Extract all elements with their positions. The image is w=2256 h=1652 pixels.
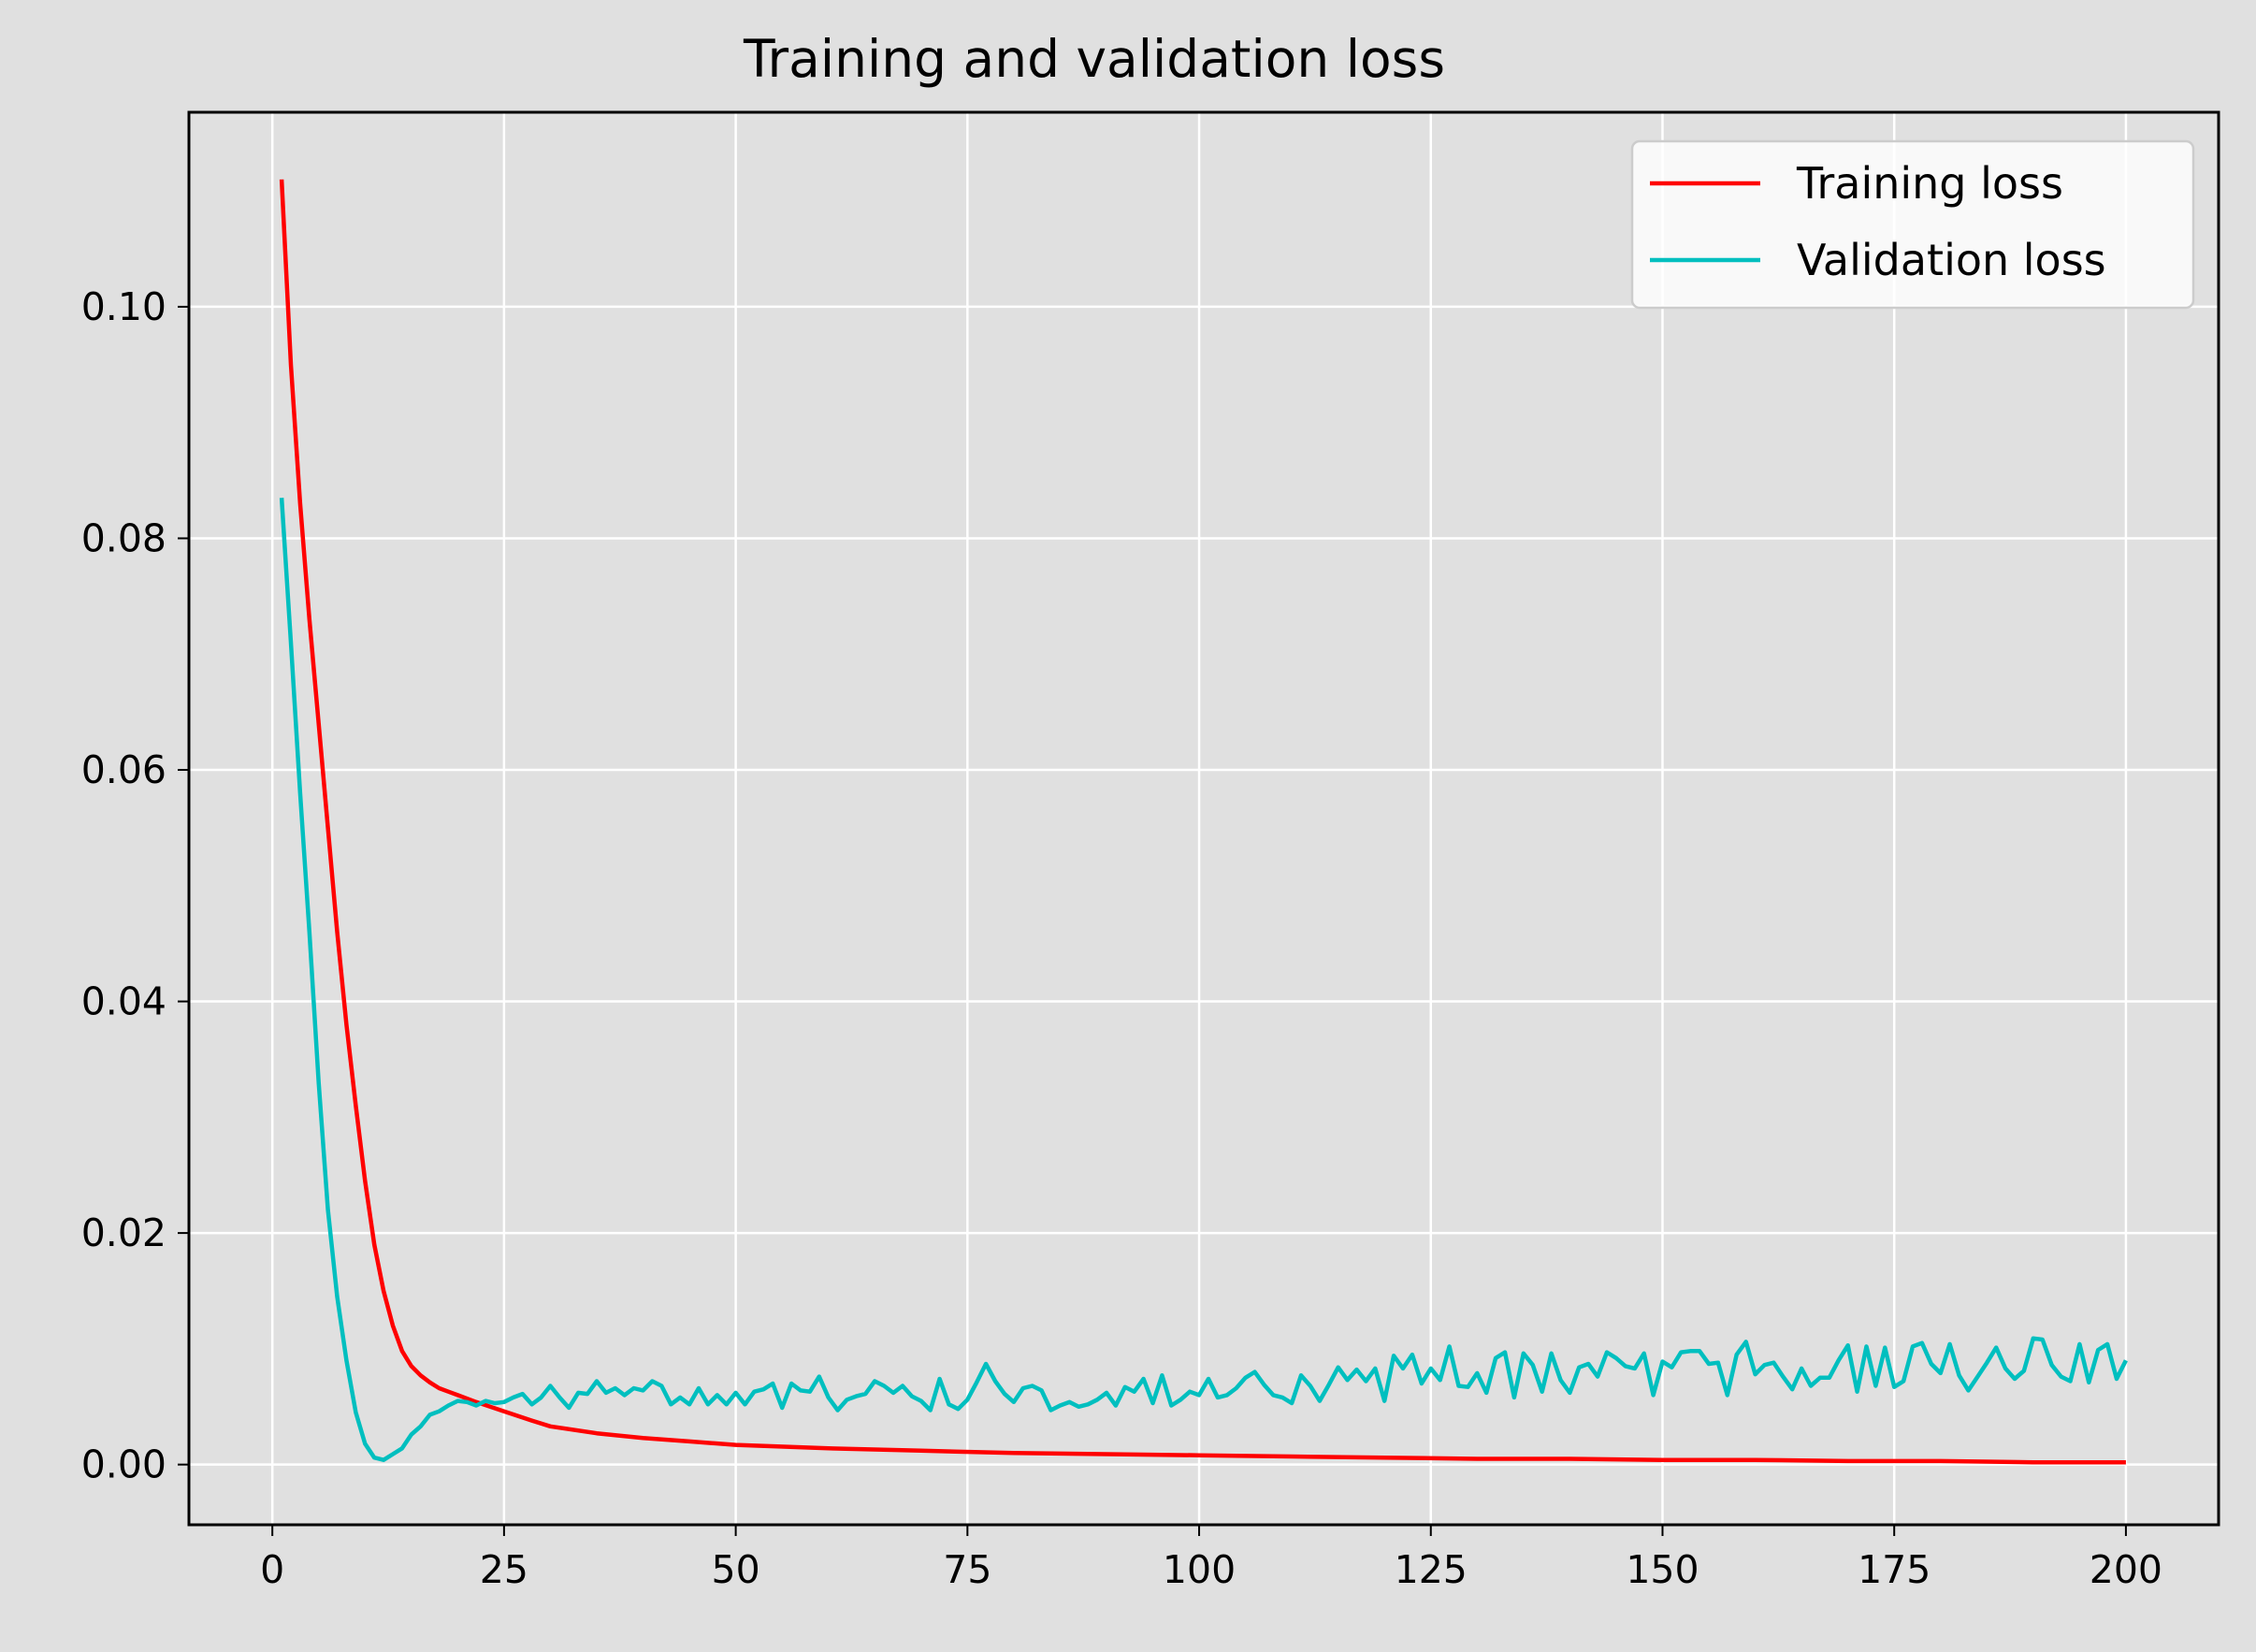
legend-label: Validation loss <box>1797 235 2106 285</box>
x-tick-label: 125 <box>1395 1547 1468 1592</box>
x-tick-label: 0 <box>260 1547 284 1592</box>
series-line-training-loss <box>279 179 2126 1465</box>
y-axis: 0.00 0.02 0.04 0.06 0.08 0.10 <box>81 284 189 1487</box>
y-tick-label: 0.10 <box>81 284 166 329</box>
y-tick-label: 0.00 <box>81 1442 166 1487</box>
legend-label: Training loss <box>1796 158 2063 209</box>
y-tick-label: 0.08 <box>81 515 166 560</box>
series-layer <box>279 179 2128 1465</box>
x-tick-label: 75 <box>943 1547 991 1592</box>
x-tick-label: 50 <box>712 1547 760 1592</box>
x-tick-label: 150 <box>1626 1547 1699 1592</box>
chart-title: Training and validation loss <box>743 29 1445 89</box>
x-axis: 0 25 50 75 100 125 150 175 200 <box>260 1525 2162 1592</box>
x-tick-label: 25 <box>480 1547 528 1592</box>
y-tick-label: 0.04 <box>81 979 166 1024</box>
y-tick-label: 0.02 <box>81 1210 166 1255</box>
x-tick-label: 100 <box>1163 1547 1236 1592</box>
series-line-validation-loss <box>279 498 2128 1462</box>
plot-frame <box>187 110 2220 1527</box>
x-tick-label: 175 <box>1858 1547 1931 1592</box>
legend: Training loss Validation loss <box>1630 139 2195 310</box>
grid <box>189 112 2219 1525</box>
x-tick-label: 200 <box>2090 1547 2162 1592</box>
y-tick-label: 0.06 <box>81 747 166 792</box>
legend-box <box>1630 139 2195 310</box>
